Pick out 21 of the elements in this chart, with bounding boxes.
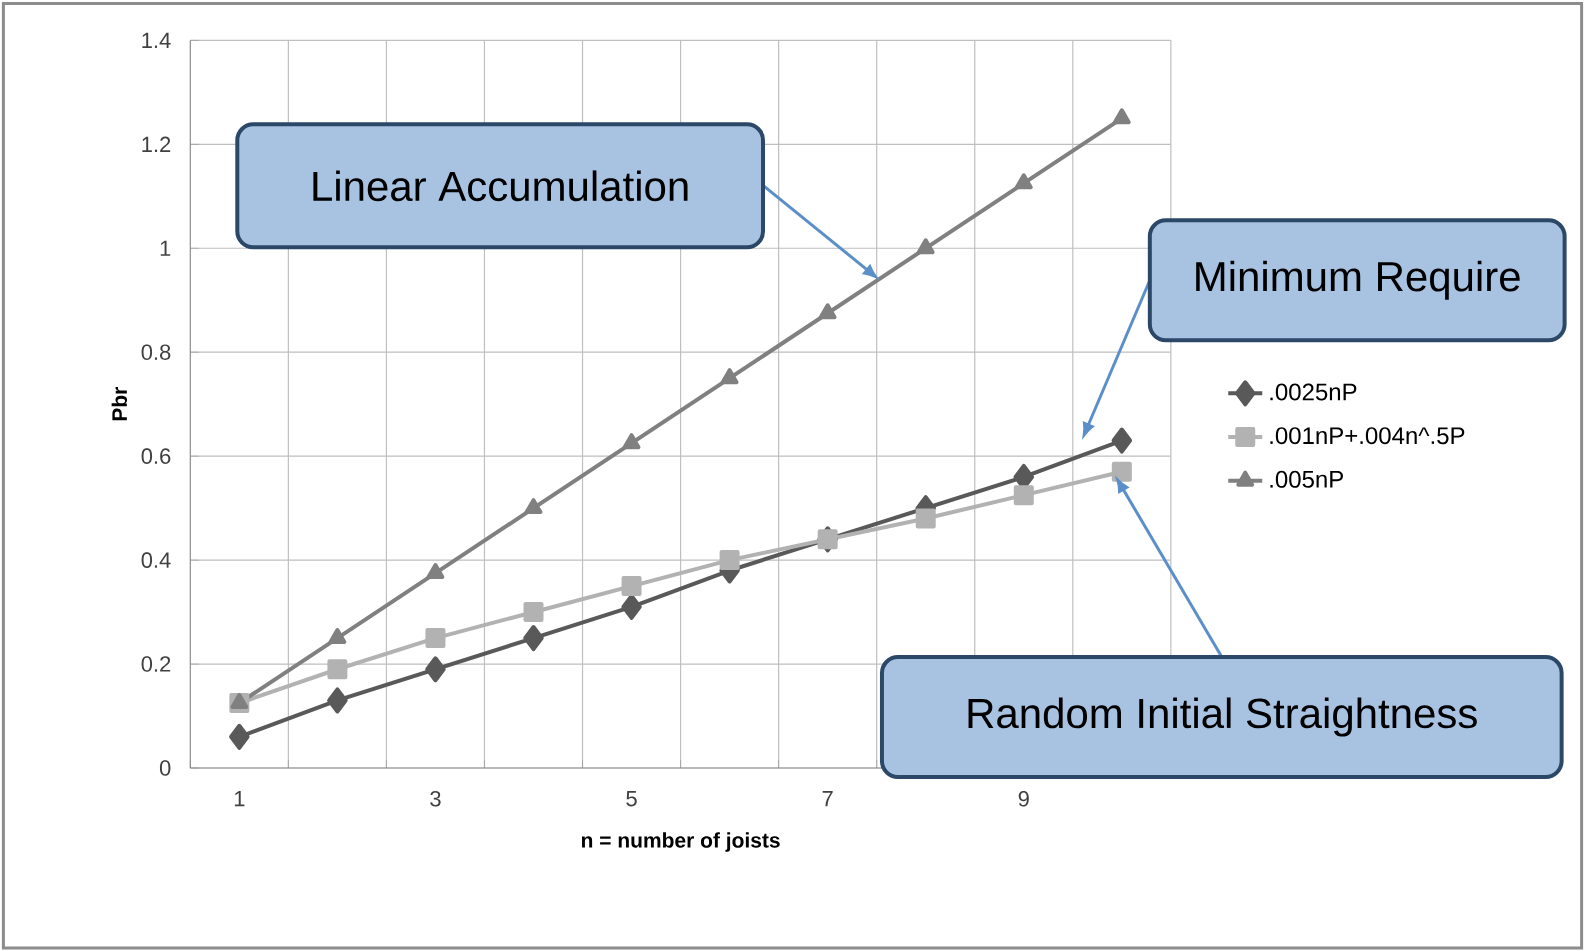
- x-tick-label: 1: [234, 790, 245, 806]
- x-tick-label: 7: [822, 790, 833, 806]
- annotation: Linear Accumulation: [313, 170, 688, 202]
- annotation: Random Initial Straightness: [968, 697, 1477, 737]
- y-tick-label: 1: [160, 240, 171, 256]
- legend-label: .005nP: [1270, 470, 1343, 488]
- y-tick-label: 0.2: [141, 656, 171, 672]
- y-axis-title: Pbr: [111, 386, 128, 421]
- y-tick-label: 1.2: [142, 136, 171, 152]
- y-tick-label: 0.4: [141, 552, 171, 568]
- x-tick-label: 3: [430, 790, 441, 807]
- x-axis-title: n = number of joists: [581, 832, 780, 852]
- legend-label: .001nP+.004n^.5P: [1270, 426, 1465, 444]
- y-tick-label: 0.6: [141, 448, 171, 464]
- legend-label: .0025nP: [1270, 383, 1357, 401]
- text: Minimum Require: [1196, 260, 1520, 300]
- y-tick-label: 1.4: [142, 32, 171, 48]
- x-tick-label: 9: [1018, 790, 1029, 807]
- y-tick-label: 0.8: [141, 344, 171, 360]
- y-tick-label: 0: [159, 760, 171, 776]
- x-tick-label: 5: [626, 790, 637, 807]
